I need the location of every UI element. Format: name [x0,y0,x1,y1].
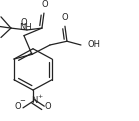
Text: −: − [19,98,25,104]
Text: OH: OH [88,41,101,49]
Text: +: + [37,94,43,99]
Text: N: N [31,96,37,105]
Text: O: O [42,0,48,9]
Text: O: O [15,102,21,111]
Text: O: O [21,18,27,27]
Text: NH: NH [20,23,32,32]
Text: O: O [45,102,51,111]
Text: O: O [62,13,68,23]
